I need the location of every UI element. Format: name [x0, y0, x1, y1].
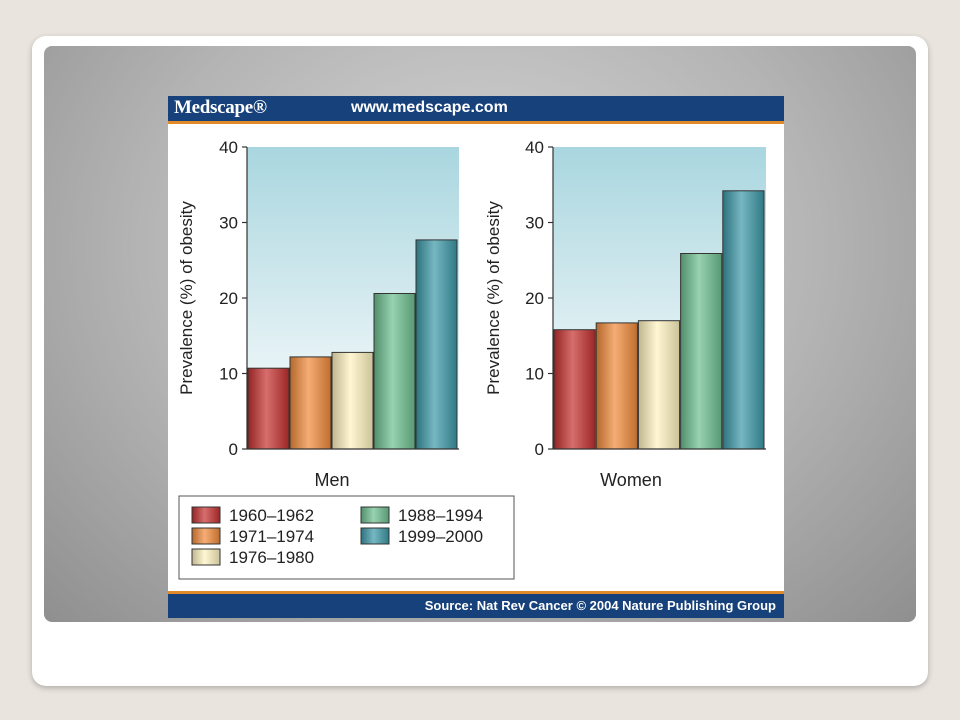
bar-women-3	[680, 253, 723, 450]
bar-women-1	[595, 322, 638, 450]
panel-label-men: Men	[314, 470, 349, 490]
bar-men-4	[415, 239, 458, 450]
source-credit: Source: Nat Rev Cancer © 2004 Nature Pub…	[424, 598, 776, 613]
legend-swatch-1	[191, 527, 221, 545]
figure-footer: Source: Nat Rev Cancer © 2004 Nature Pub…	[168, 594, 784, 618]
legend-swatch-2	[191, 548, 221, 566]
y-tick-label: 30	[219, 214, 238, 233]
legend-box	[178, 495, 515, 580]
y-tick-label: 40	[525, 138, 544, 157]
y-tick-label: 20	[525, 289, 544, 308]
y-tick-label: 10	[525, 365, 544, 384]
y-axis-label: Prevalence (%) of obesity	[484, 201, 503, 395]
y-tick-label: 30	[525, 214, 544, 233]
legend-label-3: 1988–1994	[398, 506, 483, 525]
figure: Medscape® www.medscape.com 0 10 20 30 40 Prev…	[168, 96, 784, 618]
bar-men-0	[247, 367, 290, 450]
legend-label-2: 1976–1980	[229, 548, 314, 567]
legend-swatch-4	[360, 527, 390, 545]
figure-header: Medscape® www.medscape.com	[168, 96, 784, 121]
panel-label-women: Women	[600, 470, 662, 490]
legend-swatch-0	[191, 506, 221, 524]
legend-swatch-3	[360, 506, 390, 524]
y-tick-label: 10	[219, 365, 238, 384]
legend-label-0: 1960–1962	[229, 506, 314, 525]
header-url: www.medscape.com	[351, 99, 508, 116]
y-tick-label: 40	[219, 138, 238, 157]
y-tick-label: 0	[535, 440, 544, 459]
bar-women-2	[637, 320, 681, 450]
header-accent-line	[168, 121, 784, 124]
bar-men-3	[373, 293, 416, 450]
bar-women-4	[722, 190, 765, 450]
bar-men-2	[331, 351, 374, 450]
bar-women-0	[553, 329, 596, 450]
y-tick-label: 0	[229, 440, 238, 459]
y-axis-label: Prevalence (%) of obesity	[177, 201, 196, 395]
medscape-logo: Medscape®	[174, 97, 267, 118]
legend-label-1: 1971–1974	[229, 527, 314, 546]
y-tick-label: 20	[219, 289, 238, 308]
legend-label-4: 1999–2000	[398, 527, 483, 546]
bar-chart: 0 10 20 30 40 Prevalence (%) of obesity Men 0 10…	[177, 138, 766, 580]
bar-men-1	[289, 356, 332, 450]
footer-accent-line	[168, 591, 784, 594]
